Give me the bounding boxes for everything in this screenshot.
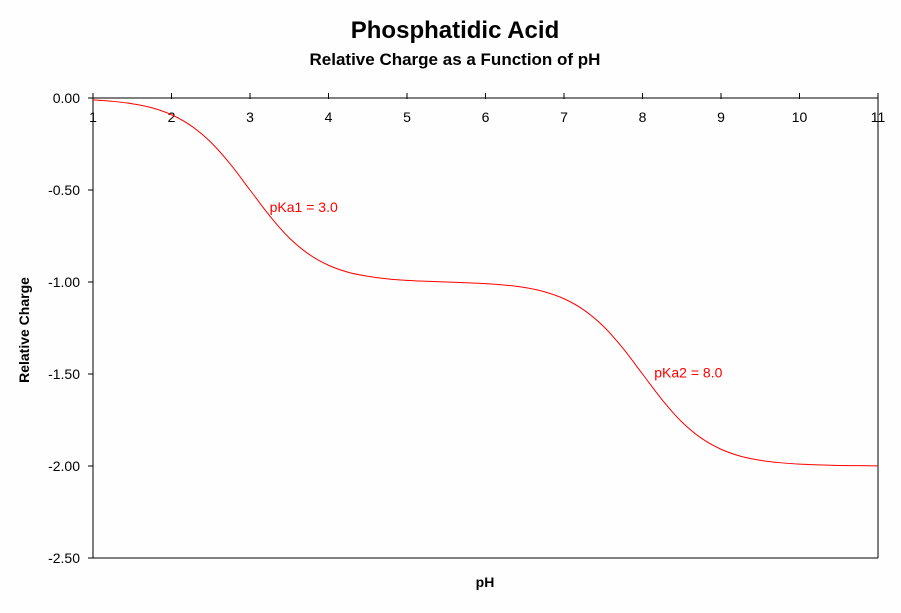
x-tick-label: 5 [403, 109, 411, 125]
y-tick-label: 0.00 [53, 90, 80, 106]
x-tick-label: 6 [482, 109, 490, 125]
chart-subtitle: Relative Charge as a Function of pH [310, 50, 601, 69]
series-line [92, 99, 879, 467]
x-tick-label: 2 [168, 109, 176, 125]
x-tick-label: 1 [89, 109, 97, 125]
x-tick-label: 11 [871, 109, 886, 125]
x-tick-label: 4 [325, 109, 333, 125]
y-axis-label: Relative Charge [16, 277, 32, 383]
annotation-pka1: pKa1 = 3.0 [270, 199, 338, 215]
x-tick-label: 10 [792, 109, 808, 125]
annotation-pka2: pKa2 = 8.0 [654, 365, 722, 381]
x-tick-label: 8 [639, 109, 647, 125]
y-tick-label: -0.50 [48, 182, 80, 198]
x-axis-label: pH [476, 574, 495, 590]
y-tick-label: -1.00 [48, 274, 80, 290]
x-tick-label: 7 [560, 109, 568, 125]
y-tick-label: -2.50 [48, 550, 80, 566]
y-tick-label: -1.50 [48, 366, 80, 382]
y-tick-label: -2.00 [48, 458, 80, 474]
chart-title: Phosphatidic Acid [351, 17, 559, 44]
x-tick-label: 9 [717, 109, 725, 125]
x-tick-label: 3 [246, 109, 254, 125]
